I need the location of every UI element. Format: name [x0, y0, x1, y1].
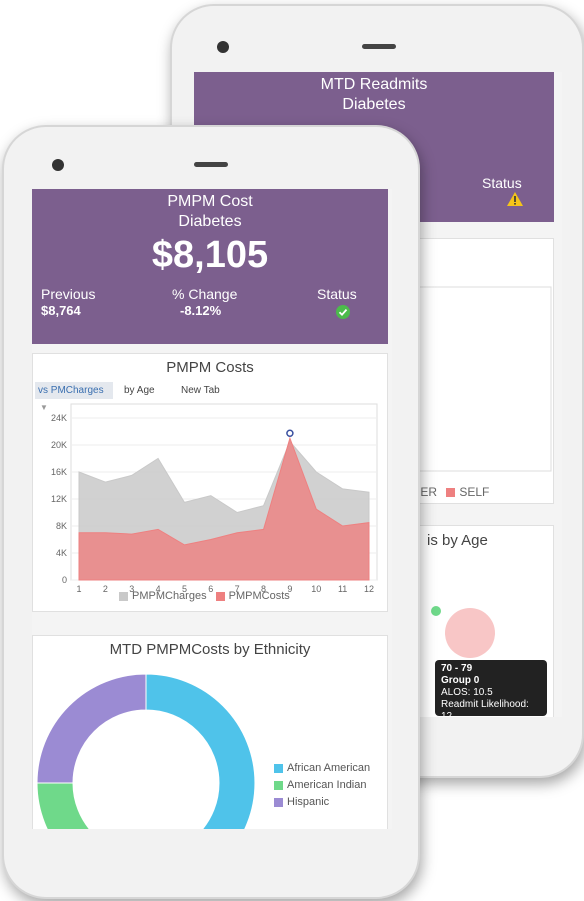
y-tick-label: 8K [56, 521, 67, 531]
legend-costs-swatch [215, 591, 225, 601]
legend-swatch [274, 780, 283, 790]
bubble-point-small[interactable] [431, 606, 441, 616]
legend-label: American Indian [287, 779, 367, 791]
area-legend: PMPMCharges PMPMCosts [119, 590, 290, 602]
speaker-grille [362, 44, 396, 49]
x-tick-label: 8 [261, 584, 266, 594]
donut-slice[interactable] [145, 673, 256, 829]
y-tick-label: 0 [62, 575, 67, 585]
legend-item-american-indian: American Indian [274, 777, 370, 794]
check-icon [336, 305, 350, 319]
tab-label: vs PMCharges [38, 385, 104, 396]
donut-legend: African American American Indian Hispani… [274, 760, 370, 811]
bubble-card-title: is by Age [427, 532, 488, 549]
legend-item-hispanic: Hispanic [274, 794, 370, 811]
highlight-point[interactable] [286, 429, 294, 437]
x-tick-label: 7 [235, 584, 240, 594]
pmpm-costs-card: PMPM Costs vs PMCharges ▼ by Age New Tab… [32, 353, 388, 612]
x-tick-label: 10 [311, 584, 321, 594]
legend-costs: PMPMCosts [228, 590, 290, 602]
warning-icon [507, 192, 523, 206]
x-tick-label: 4 [156, 584, 161, 594]
legend-self: SELF [459, 485, 490, 499]
x-tick-label: 12 [364, 584, 374, 594]
bubble-tooltip: 70 - 79 Group 0 ALOS: 10.5 Readmit Likel… [435, 660, 547, 717]
tab-by-age[interactable]: by Age [124, 385, 155, 396]
legend-charges-swatch [119, 591, 128, 601]
legend-swatch [274, 763, 283, 773]
y-tick-label: 12K [51, 494, 67, 504]
legend-swatch [274, 797, 283, 807]
chevron-down-icon: ▼ [40, 403, 48, 412]
y-tick-label: 4K [56, 548, 67, 558]
previous-label: Previous [41, 286, 96, 302]
previous-value: $8,764 [41, 303, 81, 318]
tooltip-line2: Group 0 [441, 675, 480, 686]
legend-self-swatch [446, 488, 456, 498]
change-value: -8.12% [180, 303, 222, 318]
tab-new-tab[interactable]: New Tab [181, 385, 220, 396]
x-tick-label: 1 [76, 584, 81, 594]
donut-slice[interactable] [36, 673, 147, 784]
status-label: Status [317, 286, 357, 302]
y-tick-label: 20K [51, 440, 67, 450]
tab-vs-pmcharges[interactable]: vs PMCharges ▼ [35, 382, 113, 412]
kpi-title-line2: Diabetes [342, 96, 406, 113]
x-tick-label: 5 [182, 584, 187, 594]
kpi-title-line1: MTD Readmits [320, 76, 428, 93]
x-tick-label: 11 [338, 584, 347, 594]
y-tick-label: 24K [51, 413, 67, 423]
y-tick-label: 16K [51, 467, 67, 477]
front-phone: PMPM Cost Diabetes $8,105 Previous $8,76… [2, 125, 420, 899]
x-tick-label: 3 [129, 584, 134, 594]
legend-item-african-american: African American [274, 760, 370, 777]
card-title: MTD PMPMCosts by Ethnicity [109, 641, 311, 658]
bubble-point-large[interactable] [445, 608, 495, 658]
change-label: % Change [172, 286, 238, 302]
card-title: PMPM Costs [166, 359, 254, 376]
kpi-title: PMPM Cost Diabetes [32, 189, 388, 232]
front-screen: PMPM Cost Diabetes $8,105 Previous $8,76… [32, 189, 392, 829]
x-tick-label: 6 [208, 584, 213, 594]
x-tick-label: 2 [103, 584, 108, 594]
kpi-title-line1: PMPM Cost [167, 193, 253, 210]
tooltip-line1: 70 - 79 [441, 663, 473, 674]
kpi-title-line2: Diabetes [178, 213, 242, 230]
camera-icon [52, 159, 64, 171]
legend-charges: PMPMCharges [132, 590, 207, 602]
ethnicity-donut-chart [36, 673, 256, 829]
ethnicity-card: MTD PMPMCosts by Ethnicity African Ameri… [32, 635, 388, 829]
tooltip-line4: Readmit Likelihood: 12 [441, 699, 529, 717]
speaker-grille [194, 162, 228, 167]
donut-slice[interactable] [36, 782, 146, 829]
kpi-value: $8,105 [151, 234, 269, 276]
legend-label: Hispanic [287, 796, 330, 808]
tab-bar: vs PMCharges ▼ by Age New Tab [33, 382, 387, 412]
x-tick-label: 9 [287, 584, 292, 594]
legend-label: African American [287, 762, 371, 774]
kpi-title: MTD Readmits Diabetes [194, 72, 554, 115]
tooltip-line3: ALOS: 10.5 [441, 687, 493, 698]
pmpm-kpi-tile[interactable]: PMPM Cost Diabetes $8,105 Previous $8,76… [32, 189, 388, 344]
camera-icon [217, 41, 229, 53]
status-label: Status [482, 175, 522, 191]
area-series-costs[interactable] [78, 436, 370, 581]
